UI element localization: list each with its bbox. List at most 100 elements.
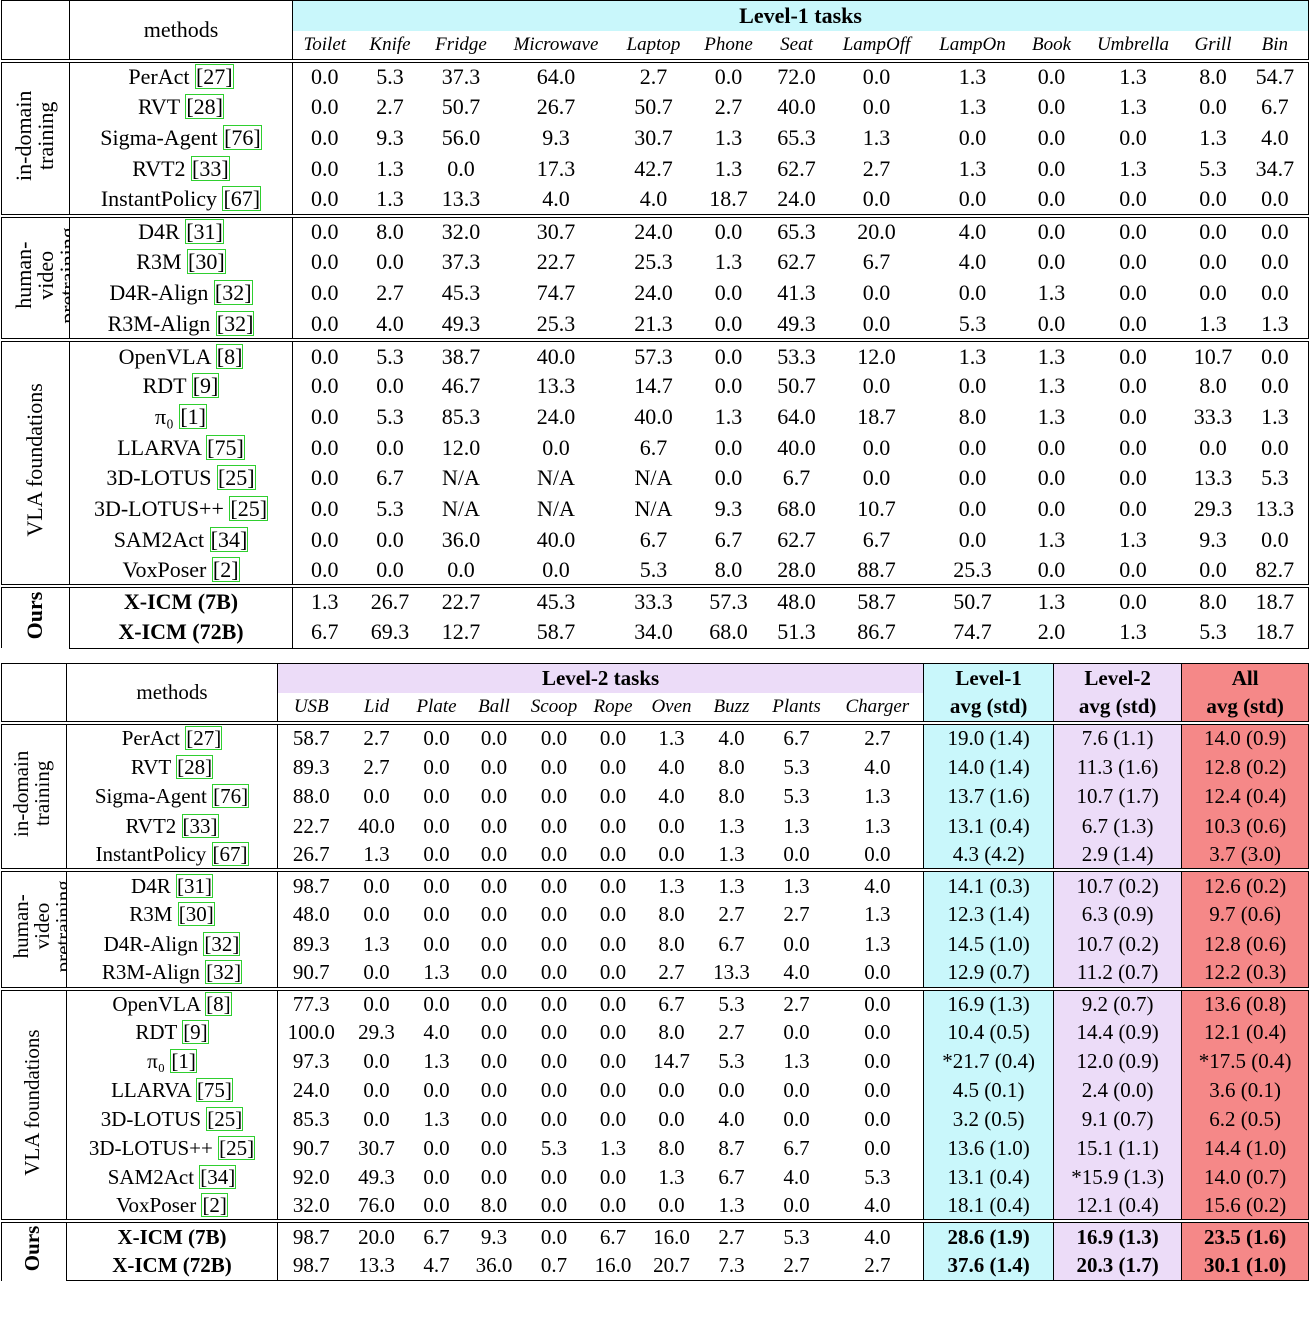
value-cell: 5.3: [718, 1048, 745, 1073]
value-cell: 64.0: [498, 58, 614, 92]
value-cell: 65.3: [777, 125, 816, 150]
value-cell: N/A: [442, 465, 480, 491]
method-name: RVT: [138, 94, 180, 119]
table-row: R3M [30] 0.0 0.0 37.3 22.7 25.3 1.3 62.7 6.7 4.0 0…: [2, 246, 1310, 278]
value-cell: 24.0: [613, 213, 694, 247]
value-cell: 30.7: [498, 213, 614, 247]
value-cell: 0.0: [1241, 524, 1310, 556]
value-cell: 0.0: [1119, 496, 1147, 522]
citation: [34]: [199, 1165, 237, 1190]
value-cell: 1.3: [344, 840, 409, 871]
method-cell: RDT [9]: [66, 1017, 278, 1047]
value-cell: 8.0: [958, 404, 987, 430]
value-cell: 0.0: [1241, 338, 1310, 371]
table-row: R3M-Align [32] 90.7 0.0 1.3 0.0 0.0 0.0 2.7 13.3…: [2, 959, 1310, 990]
method-name: D4R: [138, 219, 180, 245]
table-row: 3D-LOTUS++ [25] 90.7 30.7 0.0 0.0 5.3 1.3 8.0 8.…: [2, 1134, 1310, 1164]
method-name: RVT2: [132, 156, 186, 181]
value-cell: 0.0: [1037, 434, 1066, 460]
value-cell: 1.3: [1119, 526, 1147, 552]
avg-cell: 7.6 (1.1): [1053, 721, 1183, 753]
method-cell: Sigma-Agent [76]: [66, 782, 278, 812]
value-cell: 2.7: [862, 156, 891, 181]
value-cell: 1.3: [714, 125, 743, 150]
avg-cell: 37.6 (1.4): [923, 1251, 1055, 1282]
table-row: RVT2 [33] 0.0 1.3 0.0 17.3 42.7 1.3 62.7 2.7 1.3 0…: [2, 153, 1310, 185]
value-cell: 5.3: [831, 1163, 925, 1193]
value-cell: 30.7: [358, 1136, 395, 1161]
value-cell: 1.3: [1037, 404, 1066, 430]
avg-cell: 6.2 (0.5): [1181, 1105, 1310, 1135]
value-cell: 0.0: [1119, 404, 1147, 430]
method-name: RVT2: [125, 813, 177, 838]
avg-cell: 4.5 (0.1): [923, 1075, 1055, 1106]
method-cell: π₀ [1]: [69, 401, 293, 433]
citation: [2]: [211, 556, 240, 582]
avg-cell: 23.5 (1.6): [1181, 1219, 1310, 1252]
avg-header: Level-1 avg (std): [923, 662, 1055, 724]
avg-cell: 16.9 (1.3): [1053, 1219, 1183, 1252]
value-cell: 49.3: [763, 309, 830, 341]
value-cell: 37.3: [441, 249, 481, 275]
citation: [9]: [191, 373, 220, 399]
avg-cell: 13.6 (0.8): [1181, 986, 1310, 1018]
value-cell: 0.0: [376, 373, 404, 399]
method-cell: X-ICM (7B): [66, 1219, 278, 1252]
value-cell: 2.7: [344, 721, 409, 753]
table-row: RDT [9] 0.0 0.0 46.7 13.3 14.7 0.0 50.7 0.0 0.0 1.…: [2, 370, 1310, 402]
value-cell: 0.0: [523, 1219, 585, 1252]
method-cell: X-ICM (72B): [69, 617, 293, 649]
value-cell: 98.7: [277, 1219, 345, 1252]
value-cell: 13.3: [344, 1251, 409, 1282]
method-name: RDT: [142, 373, 187, 399]
value-cell: 1.3: [1081, 58, 1185, 92]
table-row: 3D-LOTUS [25] 0.0 6.7 N/A N/A N/A 0.0 6.7 0.0 0.0…: [2, 463, 1310, 494]
row-group: Ours X-ICM (7B) 98.7 20.0 6.7 9.3 0.0 6.7 16.0 2.…: [1, 1219, 1310, 1282]
value-cell: 2.7: [714, 94, 743, 119]
avg-cell: 12.0 (0.9): [1053, 1046, 1183, 1076]
value-cell: 1.3: [923, 58, 1022, 92]
column-header: Ball: [464, 693, 524, 724]
value-cell: 1.3: [958, 94, 987, 119]
method-name: X-ICM (7B): [123, 589, 239, 615]
value-cell: 30.7: [634, 125, 673, 150]
avg-header-line: All: [1231, 666, 1259, 691]
column-header: Umbrella: [1081, 30, 1185, 61]
citation: [33]: [191, 156, 230, 181]
value-cell: 0.0: [714, 434, 743, 460]
value-cell: 4.0: [958, 249, 987, 275]
table-row: RVT [28] 0.0 2.7 50.7 26.7 50.7 2.7 40.0 0.0 1.3 0…: [2, 91, 1310, 123]
column-header: Phone: [693, 30, 764, 61]
value-cell: 5.3: [701, 986, 762, 1018]
value-cell: 6.7: [641, 986, 702, 1018]
table-row: InstantPolicy [67] 0.0 1.3 13.3 4.0 4.0 18.7 24…: [2, 184, 1310, 216]
value-cell: 1.3: [831, 811, 925, 841]
value-cell: 6.7: [639, 526, 668, 552]
value-cell: 4.0: [356, 309, 424, 341]
value-cell: 7.3: [701, 1251, 762, 1282]
value-cell: 0.0: [523, 840, 585, 871]
value-cell: 0.0: [599, 754, 627, 779]
value-cell: 2.7: [761, 986, 832, 1018]
value-cell: 45.3: [498, 583, 614, 618]
value-cell: 0.0: [958, 434, 987, 460]
value-cell: 0.0: [447, 156, 475, 181]
value-cell: 1.3: [1199, 125, 1227, 150]
value-cell: 4.0: [831, 1219, 925, 1252]
citation: [67]: [211, 842, 249, 867]
avg-cell: 15.6 (0.2): [1181, 1192, 1310, 1222]
value-cell: 1.3: [1119, 156, 1147, 181]
value-cell: 0.0: [831, 840, 925, 871]
value-cell: 40.0: [777, 94, 816, 119]
value-cell: 0.0: [376, 526, 404, 552]
value-cell: 6.7: [408, 1219, 465, 1252]
value-cell: 10.7: [1184, 338, 1242, 371]
avg-cell: 14.1 (0.3): [923, 868, 1055, 900]
value-cell: 0.0: [862, 280, 891, 306]
value-cell: 89.3: [292, 754, 330, 779]
value-cell: 0.0: [658, 1107, 685, 1132]
value-cell: 0.0: [1119, 280, 1147, 306]
value-cell: 0.0: [1081, 338, 1185, 371]
value-cell: 0.0: [1184, 184, 1242, 216]
value-cell: 4.0: [423, 1019, 450, 1044]
